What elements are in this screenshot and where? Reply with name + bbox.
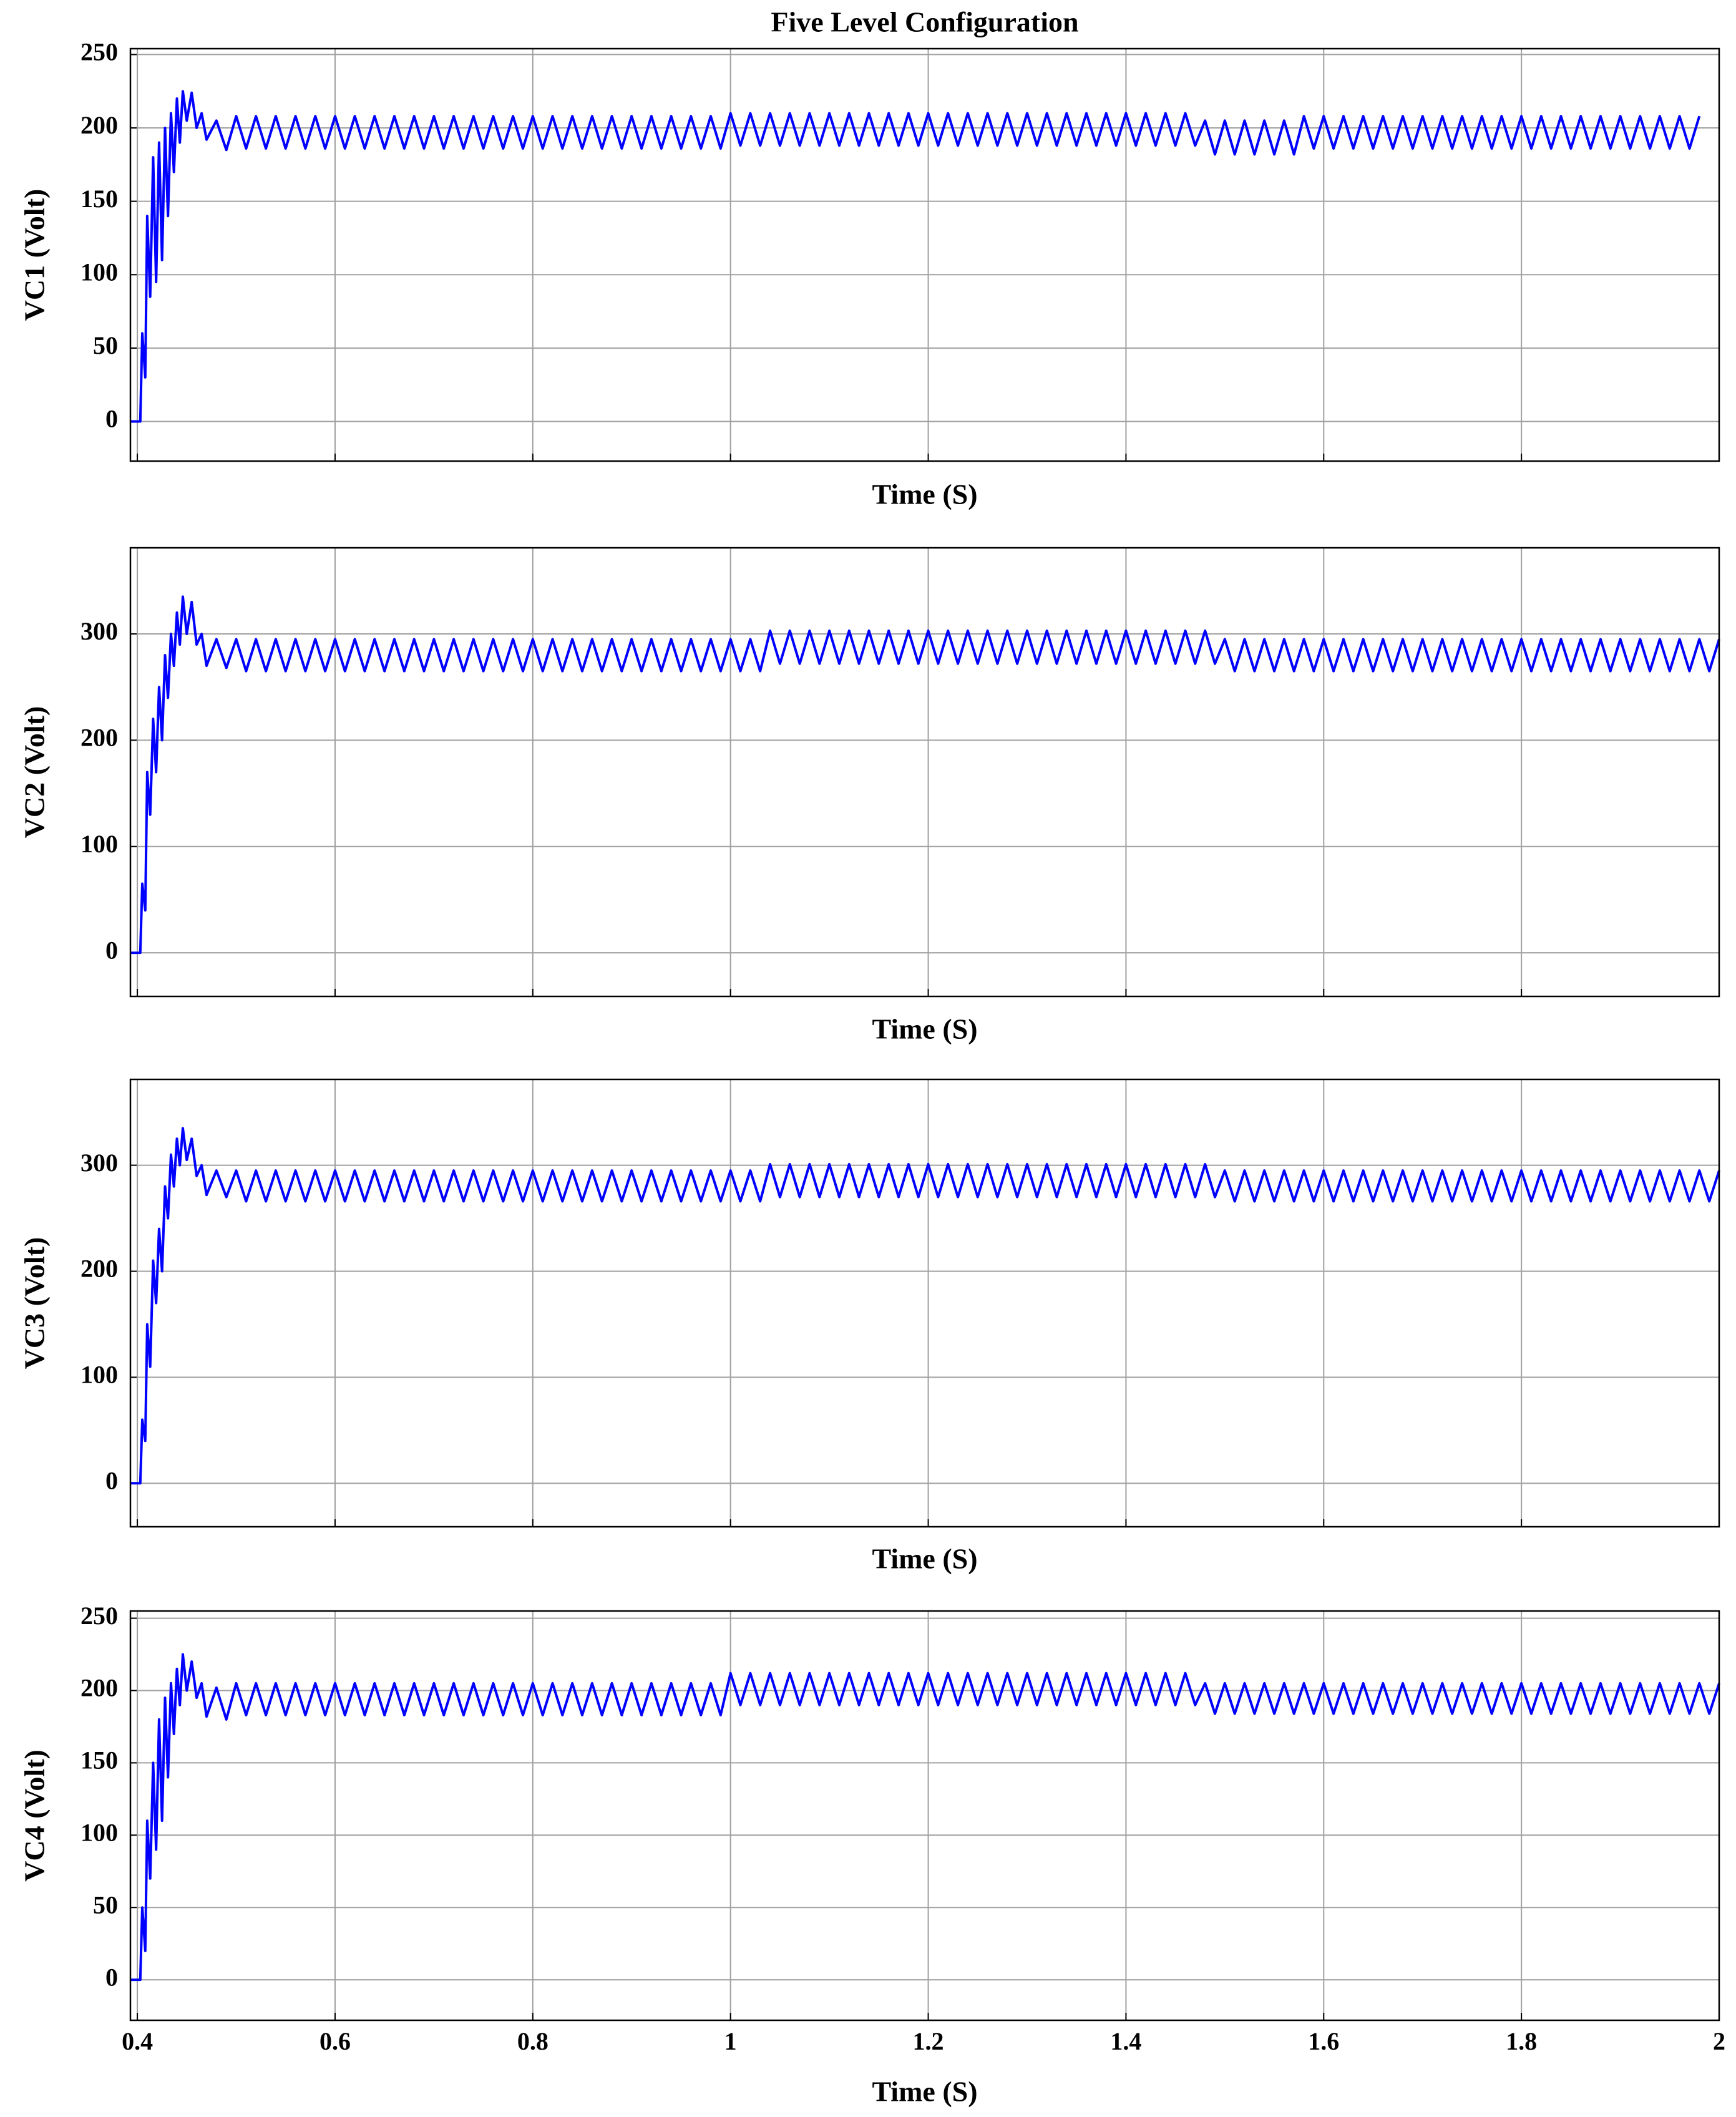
line-series	[130, 595, 1720, 955]
y-tick-label: 50	[93, 331, 118, 359]
y-tick-label: 300	[80, 617, 118, 645]
x-axis-label: Time (S)	[872, 1543, 977, 1575]
x-tick-label: 1.8	[1506, 2027, 1537, 2055]
plot-area	[130, 548, 1719, 996]
y-axis-label: VC3 (Volt)	[19, 1237, 51, 1370]
x-tick-label: 1.4	[1110, 2027, 1141, 2055]
y-tick-label: 0	[105, 405, 118, 433]
y-tick-label: 300	[80, 1149, 118, 1177]
y-tick-label: 100	[80, 1361, 118, 1389]
x-tick-label: 0.8	[517, 2027, 549, 2055]
x-tick-label: 0.6	[319, 2027, 351, 2055]
y-tick-label: 250	[80, 1602, 118, 1630]
y-tick-label: 0	[105, 1467, 118, 1495]
plot-frame	[129, 47, 1720, 462]
y-tick-label: 150	[80, 1746, 118, 1774]
y-tick-label: 200	[80, 1255, 118, 1283]
x-tick-label: 1.6	[1308, 2027, 1339, 2055]
plot-frame	[129, 547, 1720, 998]
plot-area	[130, 1611, 1719, 2020]
y-tick-label: 100	[80, 258, 118, 286]
x-axis-label: Time (S)	[872, 1013, 977, 1045]
y-tick-label: 200	[80, 724, 118, 752]
y-tick-label: 100	[80, 1818, 118, 1846]
x-axis-label: Time (S)	[872, 2076, 977, 2108]
plot-frame	[129, 1610, 1720, 2022]
plot-area	[130, 1079, 1719, 1527]
y-tick-label: 0	[105, 936, 118, 964]
y-tick-label: 100	[80, 830, 118, 858]
y-tick-label: 200	[80, 1674, 118, 1702]
x-tick-label: 2	[1713, 2027, 1725, 2055]
y-tick-label: 50	[93, 1891, 118, 1919]
y-tick-label: 150	[80, 185, 118, 213]
x-tick-label: 0.4	[122, 2027, 153, 2055]
x-tick-label: 1	[724, 2027, 737, 2055]
y-axis-label: VC2 (Volt)	[19, 706, 51, 839]
y-tick-label: 250	[80, 38, 118, 66]
x-tick-label: 1.2	[913, 2027, 944, 2055]
plot-frame	[129, 1078, 1720, 1528]
y-tick-label: 200	[80, 111, 118, 139]
line-series	[130, 90, 1701, 423]
plot-area	[130, 49, 1719, 461]
line-series	[130, 1653, 1720, 1982]
x-axis-label: Time (S)	[872, 479, 977, 510]
y-tick-label: 0	[105, 1963, 118, 1991]
y-axis-label: VC1 (Volt)	[19, 189, 51, 321]
y-axis-label: VC4 (Volt)	[19, 1750, 51, 1882]
chart-title: Five Level Configuration	[771, 6, 1078, 38]
line-series	[130, 1127, 1720, 1485]
